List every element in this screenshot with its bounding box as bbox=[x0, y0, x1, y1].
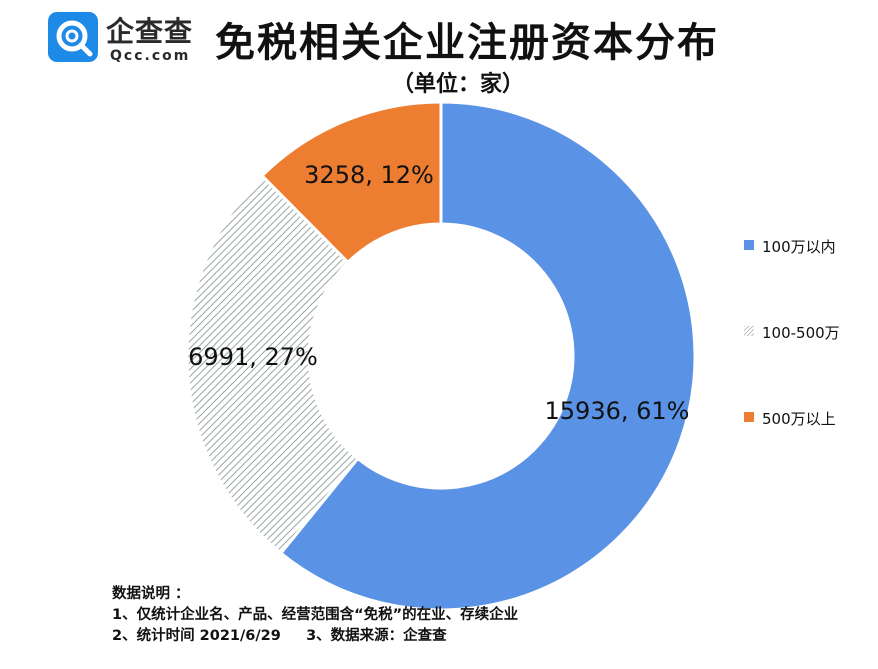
logo-domain: Qcc.com bbox=[110, 48, 191, 64]
donut-slice-1 bbox=[278, 100, 697, 612]
donut-slice-3 bbox=[259, 100, 443, 265]
slice-data-label: 3258, 12% bbox=[304, 161, 434, 189]
qcc-logo: 企查查 Qcc.com bbox=[48, 10, 208, 70]
qcc-logo-icon bbox=[48, 12, 98, 62]
notes-line-2: 2、统计时间 2021/6/29 3、数据来源：企查查 bbox=[112, 628, 447, 644]
legend-label: 100-500万 bbox=[762, 324, 840, 342]
legend-swatch bbox=[744, 240, 754, 250]
notes-line-1: 1、仅统计企业名、产品、经营范围含“免税”的在业、存续企业 bbox=[112, 607, 519, 623]
notes-heading: 数据说明 ： bbox=[112, 586, 190, 602]
legend-item: 100万以内 bbox=[744, 236, 874, 322]
chart-title: 免税相关企业注册资本分布 bbox=[215, 20, 719, 66]
legend-item: 100-500万 bbox=[744, 322, 874, 408]
slice-data-label: 15936, 61% bbox=[545, 397, 690, 425]
legend-swatch bbox=[744, 412, 754, 422]
donut-slice-2 bbox=[185, 173, 360, 556]
data-notes: 数据说明 ： 1、仅统计企业名、产品、经营范围含“免税”的在业、存续企业 2、统… bbox=[112, 584, 518, 647]
chart-unit: （单位：家） bbox=[392, 72, 525, 97]
chart-legend: 100万以内 100-500万 500万以上 bbox=[744, 236, 874, 494]
legend-item: 500万以上 bbox=[744, 408, 874, 494]
legend-label: 100万以内 bbox=[762, 238, 836, 256]
logo-text: 企查查 bbox=[106, 15, 194, 48]
legend-swatch bbox=[744, 326, 754, 336]
legend-label: 500万以上 bbox=[762, 410, 836, 428]
slice-data-label: 6991, 27% bbox=[188, 343, 318, 371]
